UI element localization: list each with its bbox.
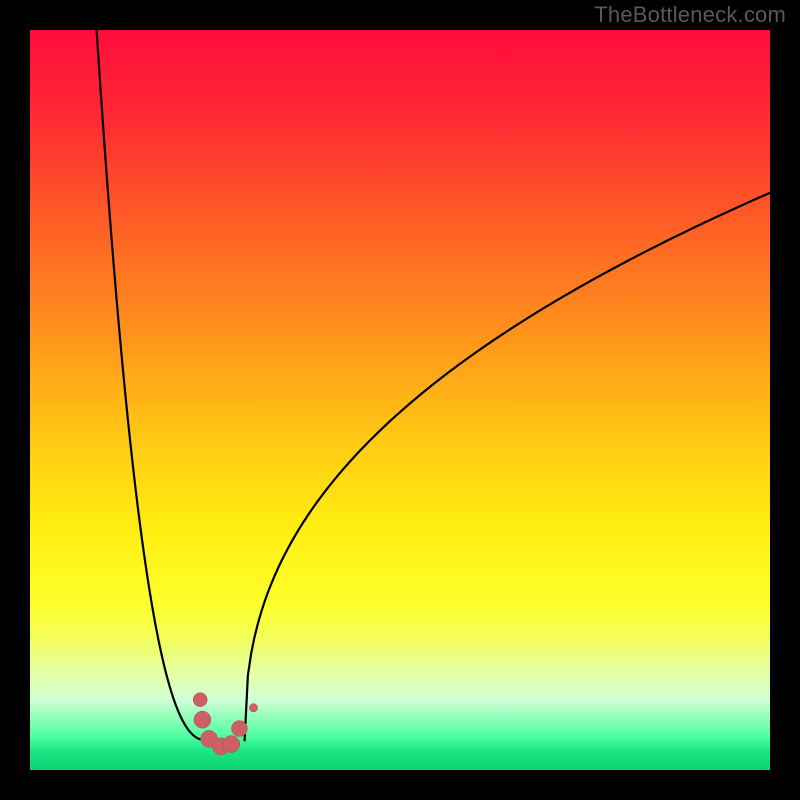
marker-point: [249, 704, 257, 712]
chart-container: TheBottleneck.com: [0, 0, 800, 800]
marker-point: [194, 711, 211, 728]
plot-area: [30, 30, 770, 770]
gradient-background: [30, 30, 770, 770]
marker-point: [231, 721, 247, 737]
watermark-text: TheBottleneck.com: [594, 2, 786, 28]
marker-point: [223, 736, 240, 753]
chart-svg: [30, 30, 770, 770]
marker-point: [193, 693, 207, 707]
